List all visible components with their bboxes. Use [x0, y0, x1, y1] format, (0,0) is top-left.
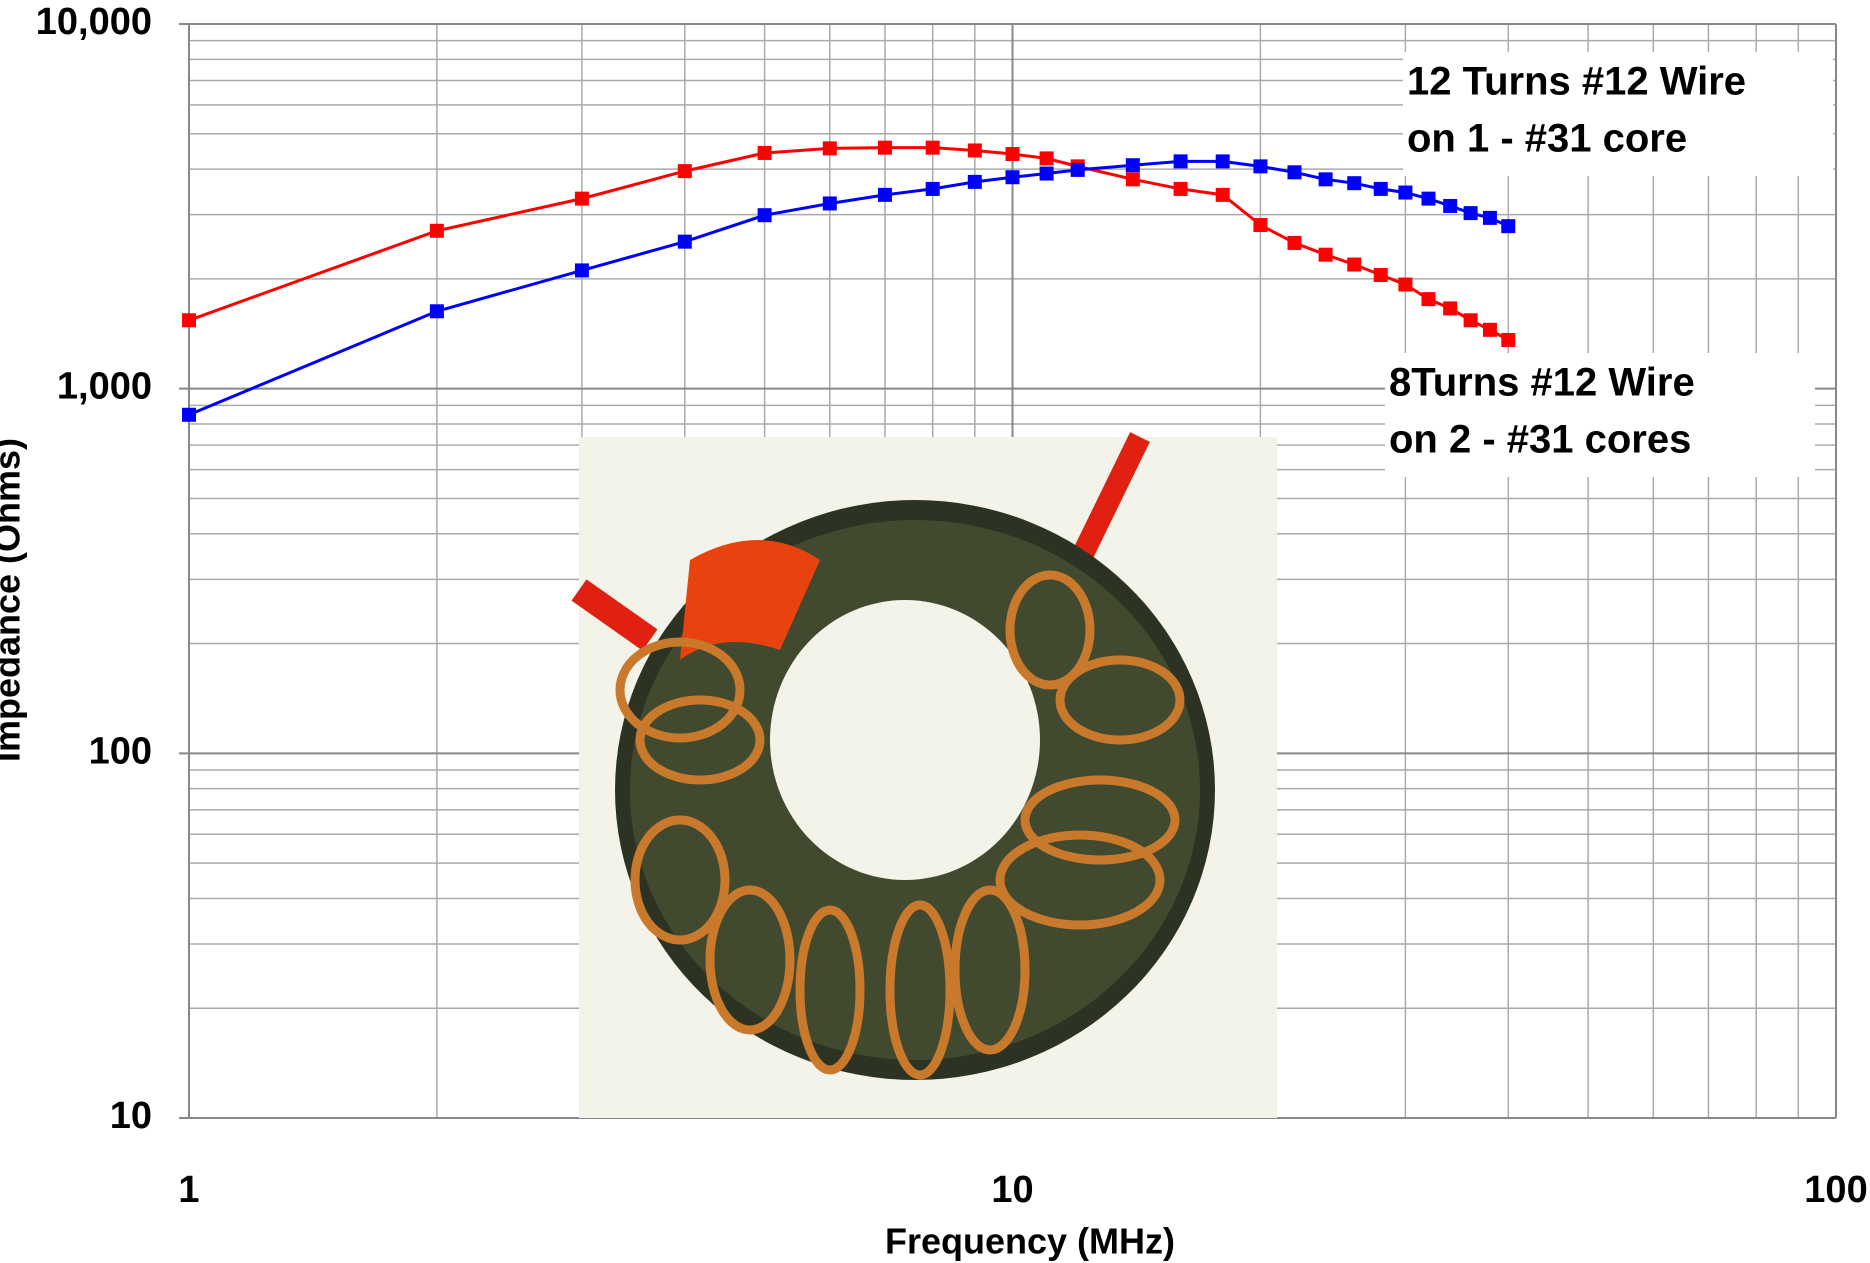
- point-marker: [1463, 206, 1478, 221]
- annotation-text: 8Turns #12 Wire: [1389, 361, 1695, 405]
- annotation-background: [1385, 353, 1815, 477]
- point-marker: [967, 174, 982, 189]
- point-marker: [967, 143, 982, 158]
- copper-windings: [615, 570, 1185, 1080]
- point-marker: [182, 407, 196, 422]
- toroid-hole: [770, 600, 1040, 880]
- point-marker: [1318, 247, 1333, 262]
- point-marker: [1463, 313, 1478, 328]
- y-axis-label: Impedance (Ohms): [0, 438, 28, 762]
- point-marker: [429, 304, 444, 319]
- point-marker: [1039, 166, 1054, 181]
- point-marker: [1421, 191, 1436, 206]
- point-marker: [677, 164, 692, 179]
- y-tick-label: 100: [89, 730, 152, 772]
- series-line: [188, 159, 1509, 417]
- point-marker: [1443, 301, 1458, 316]
- point-marker: [429, 223, 444, 238]
- point-marker: [1443, 198, 1458, 213]
- point-marker: [1287, 165, 1302, 180]
- annotation-background: [1403, 52, 1833, 176]
- point-marker: [1373, 181, 1388, 196]
- point-marker: [1070, 162, 1085, 177]
- point-marker: [1253, 159, 1268, 174]
- point-marker: [1125, 158, 1140, 173]
- photo-inset: [571, 432, 1277, 1118]
- point-marker: [1501, 219, 1516, 234]
- annotation-text: on 1 - #31 core: [1407, 117, 1687, 161]
- point-marker: [1253, 218, 1268, 233]
- point-marker: [1347, 176, 1362, 191]
- y-tick-label: 10: [110, 1095, 152, 1137]
- point-marker: [1482, 322, 1497, 337]
- point-marker: [1373, 267, 1388, 282]
- point-marker: [1005, 147, 1020, 162]
- wire-lead: [571, 579, 658, 651]
- x-tick-label: 1: [178, 1169, 199, 1211]
- x-axis-label: Frequency (MHz): [885, 1221, 1175, 1262]
- point-marker: [1347, 257, 1362, 272]
- annotation-text: on 2 - #31 cores: [1389, 418, 1691, 462]
- tape: [680, 540, 820, 660]
- point-marker: [1173, 154, 1188, 169]
- point-marker: [1482, 210, 1497, 225]
- point-marker: [1398, 185, 1413, 200]
- point-marker: [1318, 172, 1333, 187]
- x-tick-label: 10: [991, 1169, 1033, 1211]
- point-marker: [1005, 170, 1020, 185]
- point-marker: [1287, 235, 1302, 250]
- point-marker: [1125, 172, 1140, 187]
- point-marker: [925, 140, 940, 155]
- point-marker: [822, 196, 837, 211]
- point-marker: [1501, 332, 1516, 347]
- point-marker: [574, 263, 589, 278]
- point-marker: [822, 141, 837, 156]
- point-marker: [925, 181, 940, 196]
- point-marker: [877, 187, 892, 202]
- point-marker: [1039, 151, 1054, 166]
- point-marker: [877, 140, 892, 155]
- annotation-text: 12 Turns #12 Wire: [1407, 60, 1746, 104]
- plot: 1 10 100 10 100 1,000 10,000 12 Turns #12 Wire o…: [36, 1, 1868, 1211]
- wire-lead: [1070, 432, 1150, 565]
- point-marker: [1215, 154, 1230, 169]
- point-marker: [757, 145, 772, 160]
- point-marker: [1215, 187, 1230, 202]
- x-tick-label: 100: [1804, 1169, 1867, 1211]
- y-tick-label: 10,000: [36, 1, 152, 43]
- point-marker: [1173, 181, 1188, 196]
- y-tick-label: 1,000: [57, 366, 152, 408]
- point-marker: [574, 191, 589, 206]
- point-marker: [182, 313, 196, 328]
- point-marker: [677, 234, 692, 249]
- point-marker: [757, 208, 772, 223]
- point-marker: [1421, 292, 1436, 307]
- point-marker: [1398, 277, 1413, 292]
